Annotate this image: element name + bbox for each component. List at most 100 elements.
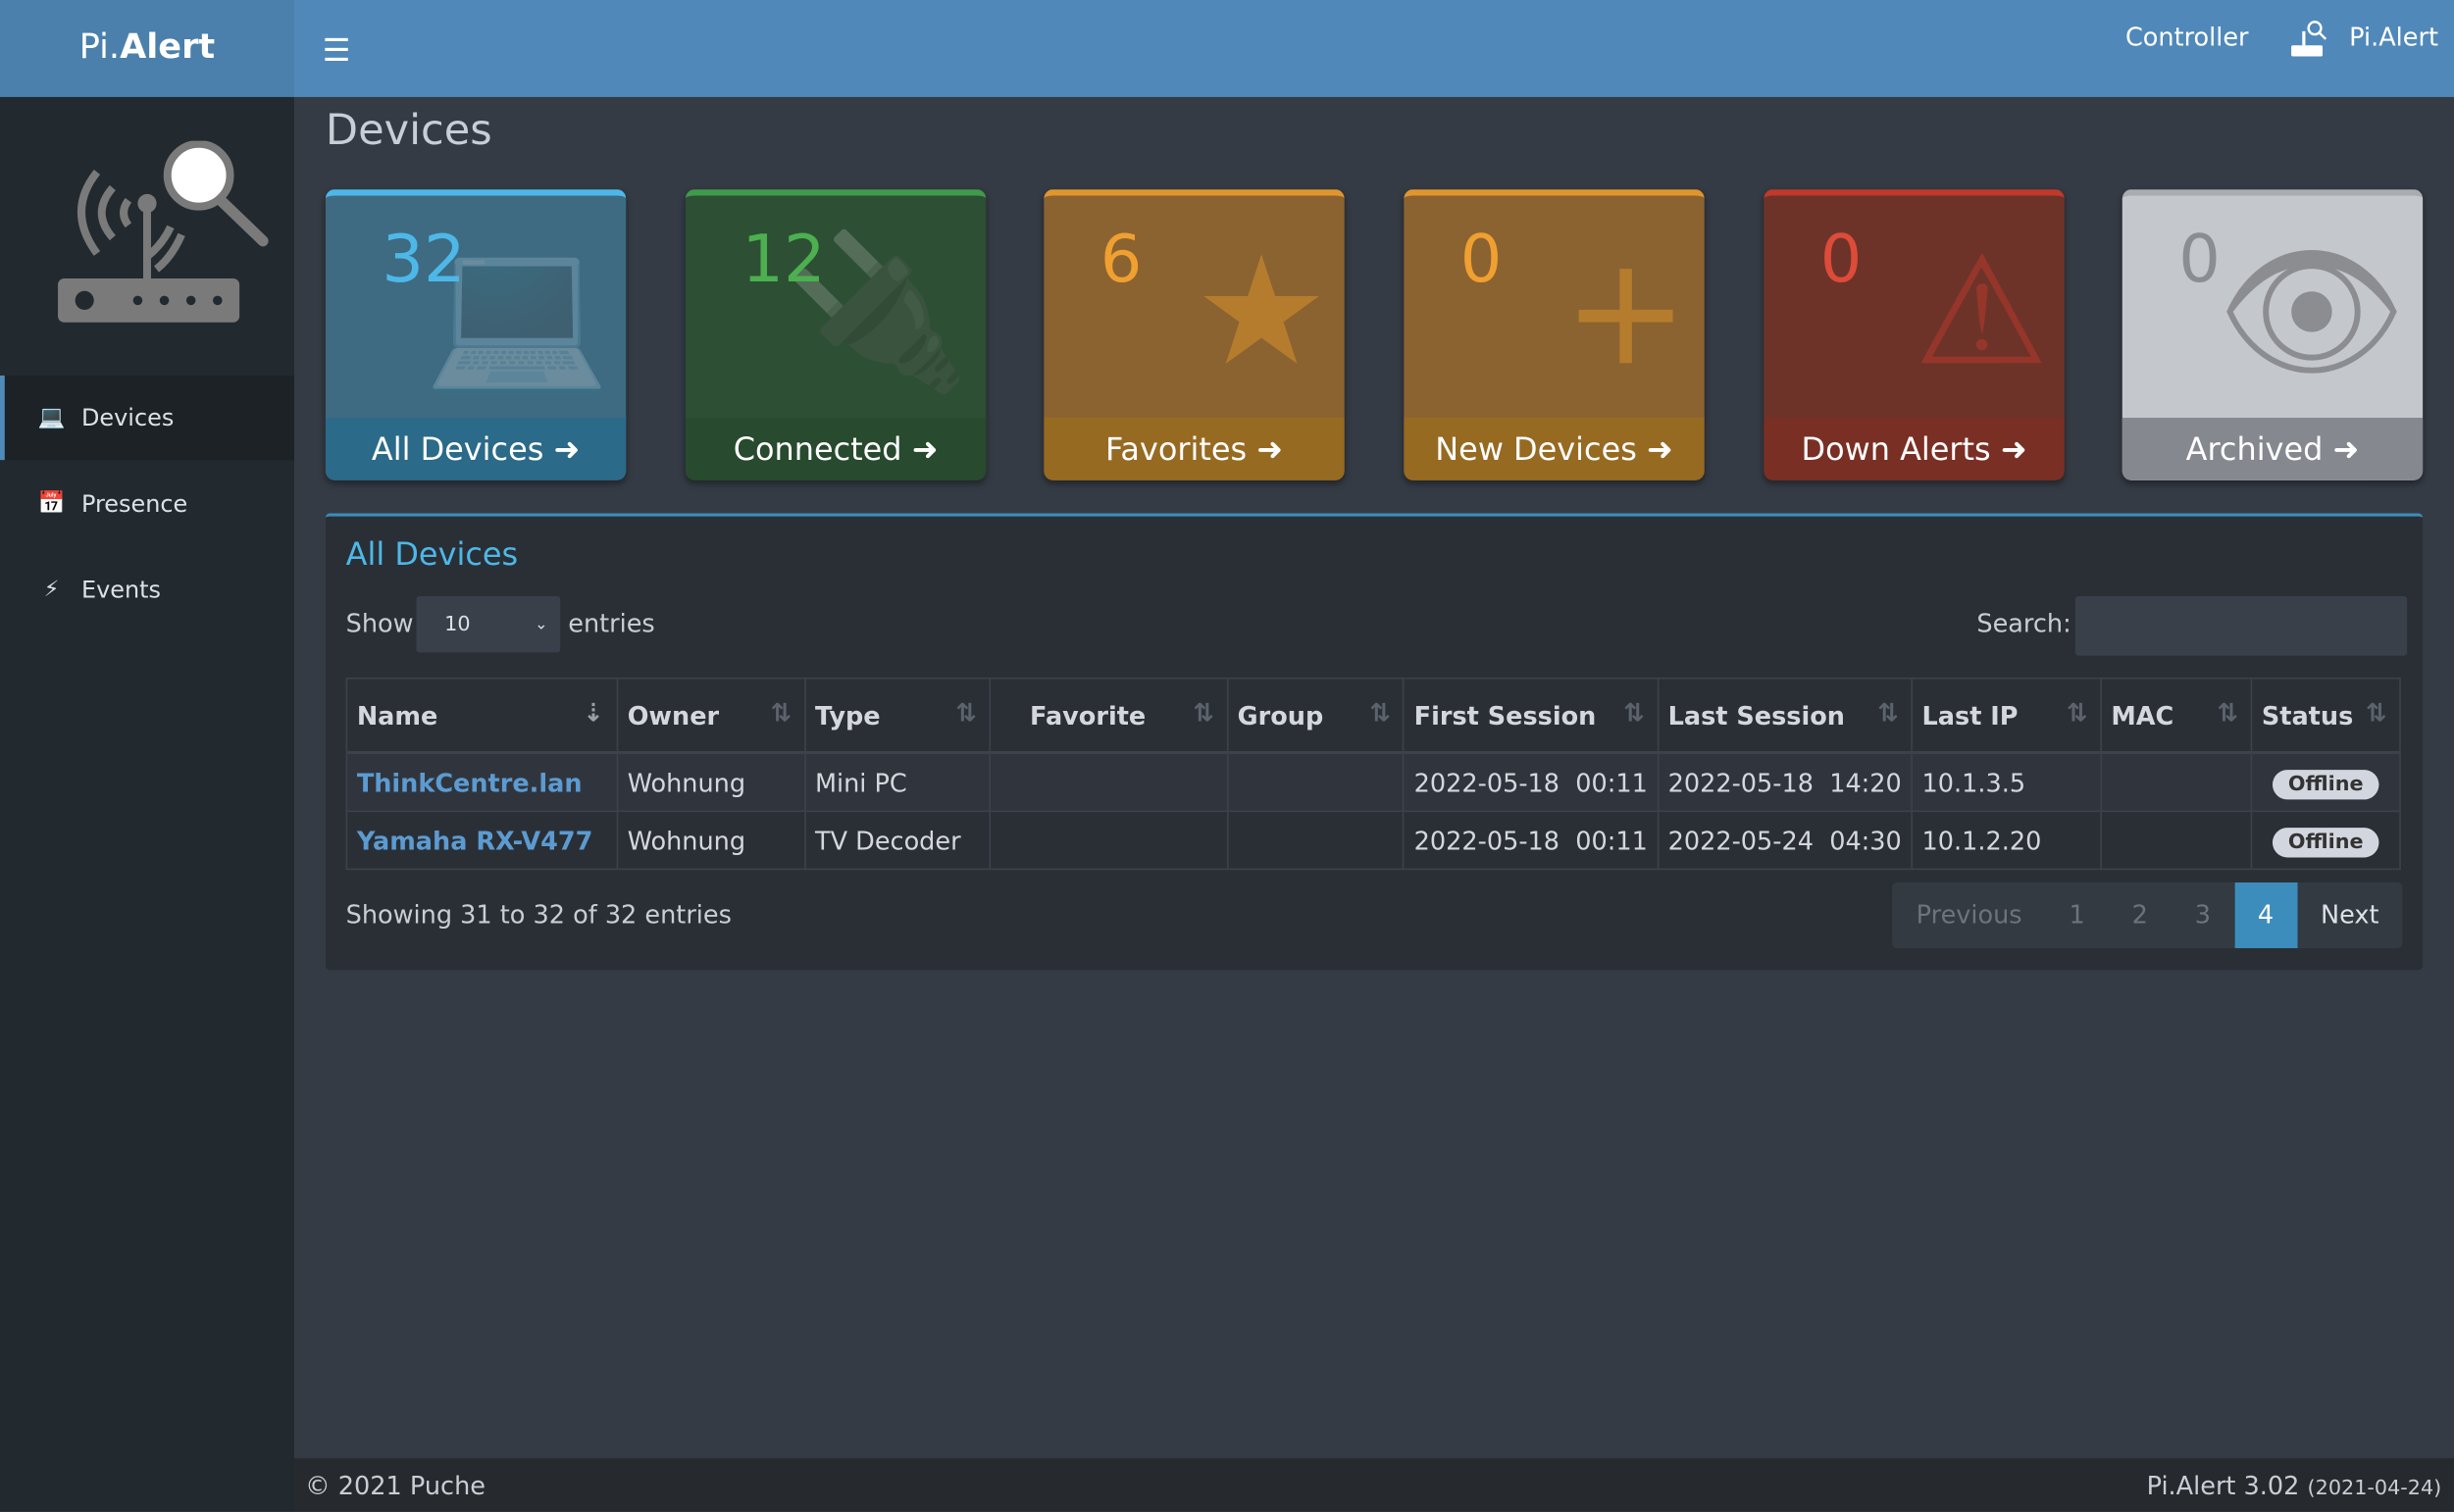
column-header-name[interactable]: Name ⇣	[345, 677, 619, 755]
card-connected[interactable]: 12 🔌 Connected ➜	[685, 189, 987, 480]
column-label: Favorite	[1029, 700, 1147, 731]
column-header-first-session[interactable]: First Session ⇅	[1403, 677, 1660, 755]
page-2-button[interactable]: 2	[2131, 899, 2148, 930]
cell-owner: Wohnung	[616, 810, 806, 871]
cell-last-session: 2022-05-24 04:30	[1657, 810, 1913, 871]
sort-icon: ⇅	[2366, 697, 2387, 729]
cell-type: Mini PC	[803, 751, 992, 813]
arrow-circle-right-icon: ➜	[1647, 429, 1673, 469]
card-link[interactable]: Down Alerts ➜	[1764, 418, 2065, 480]
column-label: Last IP	[1921, 700, 2019, 731]
sidebar-item-devices[interactable]: 💻 Devices	[0, 375, 294, 461]
pagination: Previous 1 2 3 4 Next	[1892, 882, 2403, 948]
card-favorites[interactable]: 6 ★ Favorites ➜	[1044, 189, 1345, 480]
cell-name: Yamaha RX-V477	[345, 810, 619, 871]
card-label: New Devices	[1435, 429, 1637, 469]
card-link[interactable]: Archived ➜	[2122, 418, 2424, 480]
sort-icon: ⇅	[1369, 697, 1391, 729]
page-size-value: 10	[444, 613, 471, 637]
router-search-icon	[53, 139, 272, 332]
cell-value: Wohnung	[627, 767, 746, 798]
page-3-button[interactable]: 3	[2194, 899, 2211, 930]
cell-last-ip: 10.1.2.20	[1911, 810, 2102, 871]
card-label: Down Alerts	[1801, 429, 1991, 469]
controller-link[interactable]: Controller	[2124, 22, 2249, 52]
search-input[interactable]	[2074, 595, 2408, 656]
card-link[interactable]: All Devices ➜	[325, 418, 627, 480]
column-header-status[interactable]: Status ⇅	[2250, 677, 2401, 755]
cell-value: Wohnung	[627, 825, 746, 856]
column-label: Status	[2261, 700, 2354, 731]
device-link[interactable]: ThinkCentre.lan	[356, 767, 583, 798]
table-info: Showing 31 to 32 of 32 entries	[345, 899, 732, 930]
card-label: Archived	[2185, 429, 2324, 469]
hamburger-icon[interactable]: ☰	[322, 30, 351, 70]
bolt-icon: ⚡	[43, 577, 60, 603]
sort-icon: ⇅	[2067, 697, 2088, 729]
card-count: 0	[2178, 220, 2221, 298]
cell-first-session: 2022-05-18 00:11	[1403, 810, 1660, 871]
search-label: Search:	[1976, 608, 2071, 639]
card-new-devices[interactable]: 0 + New Devices ➜	[1404, 189, 1705, 480]
sidebar-item-events[interactable]: ⚡ Events	[0, 547, 294, 631]
column-header-last-session[interactable]: Last Session ⇅	[1657, 677, 1913, 755]
card-label: Connected	[733, 429, 902, 469]
plus-icon: +	[1562, 224, 1689, 399]
card-all-devices[interactable]: 32 💻 All Devices ➜	[325, 189, 627, 480]
cell-mac	[2100, 810, 2253, 871]
card-count: 32	[382, 220, 466, 298]
cell-group	[1226, 751, 1406, 813]
laptop-icon: 💻	[37, 405, 66, 430]
cell-last-ip: 10.1.3.5	[1911, 751, 2102, 813]
column-header-last-ip[interactable]: Last IP ⇅	[1911, 677, 2102, 755]
brand-light: Pi.	[78, 27, 121, 68]
sidebar-item-label: Events	[80, 576, 162, 604]
card-link[interactable]: Connected ➜	[685, 418, 987, 480]
user-menu[interactable]: Pi.Alert	[2349, 22, 2438, 52]
card-count: 0	[1459, 220, 1503, 298]
next-button[interactable]: Next	[2320, 899, 2379, 930]
card-archived[interactable]: 0 👁 Archived ➜	[2122, 189, 2424, 480]
card-link[interactable]: Favorites ➜	[1044, 418, 1345, 480]
plug-icon: 🔌	[783, 224, 971, 399]
arrow-circle-right-icon: ➜	[553, 429, 581, 469]
eye-slash-icon: 👁	[2216, 224, 2408, 399]
card-link[interactable]: New Devices ➜	[1404, 418, 1705, 480]
column-header-favorite[interactable]: Favorite ⇅	[989, 677, 1229, 755]
device-link[interactable]: Yamaha RX-V477	[356, 825, 593, 856]
laptop-icon: 💻	[423, 224, 611, 399]
calendar-icon: 📅	[37, 491, 66, 517]
cell-last-session: 2022-05-18 14:20	[1657, 751, 1913, 813]
sidebar-item-presence[interactable]: 📅 Presence	[0, 462, 294, 546]
page-4-button[interactable]: 4	[2233, 882, 2298, 948]
cell-first-session: 2022-05-18 00:11	[1403, 751, 1660, 813]
brand-logo[interactable]: Pi.Alert	[0, 0, 294, 97]
arrow-circle-right-icon: ➜	[911, 429, 939, 469]
cell-value: 2022-05-18 14:20	[1667, 767, 1902, 798]
card-down-alerts[interactable]: 0 ⚠ Down Alerts ➜	[1764, 189, 2065, 480]
column-header-owner[interactable]: Owner ⇅	[616, 677, 806, 755]
warning-icon: ⚠	[1914, 224, 2049, 399]
entries-label: entries	[568, 608, 655, 639]
table-row[interactable]: ThinkCentre.lan Wohnung Mini PC 2022-05-18 …	[345, 751, 2401, 813]
footer: © 2021 Puche Pi.Alert 3.02 (2021-04-24)	[293, 1458, 2454, 1512]
previous-button[interactable]: Previous	[1916, 899, 2022, 930]
page-1-button[interactable]: 1	[2069, 899, 2085, 930]
column-header-mac[interactable]: MAC ⇅	[2100, 677, 2253, 755]
arrow-circle-right-icon: ➜	[1256, 429, 1284, 469]
devices-table: Name ⇣ Owner ⇅ Type ⇅ Favorite ⇅ Group ⇅ First Ses…	[345, 677, 2401, 871]
router-icon	[2288, 19, 2328, 66]
arrow-circle-right-icon: ➜	[2332, 429, 2360, 469]
cell-owner: Wohnung	[616, 751, 806, 813]
column-header-type[interactable]: Type ⇅	[803, 677, 992, 755]
cell-favorite	[989, 751, 1229, 813]
page-size-select[interactable]: 10 ⌄	[416, 595, 561, 653]
brand-bold: Alert	[120, 27, 216, 68]
cell-value: 2022-05-18 00:11	[1413, 825, 1648, 856]
column-header-group[interactable]: Group ⇅	[1226, 677, 1406, 755]
table-row[interactable]: Yamaha RX-V477 Wohnung TV Decoder 2022-05-1…	[345, 810, 2401, 871]
card-label: Favorites	[1104, 429, 1248, 469]
status-badge: Offline	[2272, 827, 2379, 857]
column-label: Group	[1237, 700, 1324, 731]
copyright: © 2021 Puche	[305, 1470, 486, 1501]
